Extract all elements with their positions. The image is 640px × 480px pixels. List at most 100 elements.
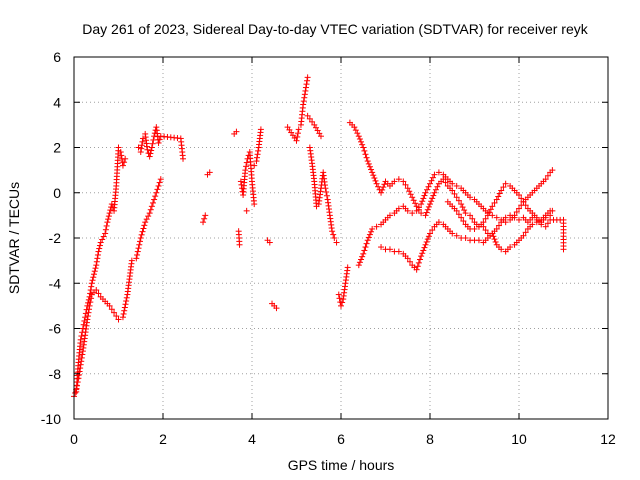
data-point [242,167,249,174]
data-point [149,199,156,206]
data-point [459,204,466,211]
data-point [309,118,316,125]
data-point [370,172,377,179]
data-point [122,155,129,162]
data-point [251,162,258,169]
data-point [202,212,209,219]
y-tick-label: 2 [53,140,61,156]
data-point [302,87,309,94]
data-point [295,126,302,133]
data-point [338,302,344,309]
y-tick-label: -6 [49,321,62,337]
data-point [424,206,431,213]
data-point [422,189,429,196]
data-point [301,91,308,98]
data-point [400,178,407,185]
data-point [360,250,367,257]
x-tick-label: 8 [426,431,434,447]
data-point [294,133,301,140]
data-point [379,186,386,193]
data-point [406,188,413,195]
data-point [544,172,551,179]
data-point [356,259,363,266]
data-point [458,214,465,221]
data-point [458,201,465,208]
data-point [368,166,375,173]
data-point [121,159,128,166]
data-point [251,201,258,208]
data-point [420,195,427,202]
data-point [302,84,309,91]
data-point [453,194,460,201]
y-tick-label: 4 [53,94,61,110]
data-point [121,304,128,311]
data-point [560,246,567,253]
data-point [364,158,371,165]
data-point [351,124,358,131]
data-point [362,244,369,251]
data-point [294,130,301,137]
data-point [85,296,92,303]
data-point [96,245,103,252]
data-point [395,205,402,212]
data-point [434,183,441,190]
data-point [409,194,416,201]
data-point [142,219,149,226]
data-point [106,302,113,309]
data-point [82,314,89,321]
data-point [378,189,385,196]
data-point [372,177,379,184]
data-point [136,241,143,248]
data-point [149,140,156,147]
data-point [407,191,414,198]
data-point [453,182,460,189]
data-point [381,181,388,188]
data-point [79,325,86,332]
data-point [273,305,280,312]
series-sdtvar-arc-5 [284,74,351,309]
data-point [148,203,155,210]
data-point [365,234,372,241]
data-point [359,253,366,260]
data-point [487,206,494,213]
data-point [429,174,436,181]
data-point [91,271,98,278]
x-tick-label: 10 [511,431,527,447]
data-point [156,179,163,186]
data-point [255,147,262,154]
data-point [404,207,411,214]
data-point [420,247,427,254]
data-point [97,239,104,246]
data-point [300,101,307,108]
data-point [91,268,98,275]
data-point [423,209,430,216]
data-point [121,307,128,314]
data-point [143,216,150,223]
data-point [86,293,93,300]
y-axis-title: SDTVAR / TECUs [6,182,22,294]
data-point [435,169,442,176]
data-point [453,232,460,239]
data-point [489,230,496,237]
data-point [128,257,135,264]
data-point [415,259,422,266]
data-point [493,225,500,232]
data-point [404,185,411,192]
y-tick-label: -8 [49,366,62,382]
data-point [432,186,439,193]
data-point [461,207,468,214]
data-point [491,199,498,206]
y-tick-label: -10 [41,411,61,427]
data-point [206,169,213,176]
data-point [145,213,152,220]
y-tick-label: 0 [53,185,61,201]
data-point [413,266,420,273]
data-point [115,316,122,323]
data-point [455,197,462,204]
data-point [119,314,126,321]
data-point [482,215,489,222]
data-point [75,375,82,382]
data-point [378,244,385,251]
data-point [375,183,382,190]
